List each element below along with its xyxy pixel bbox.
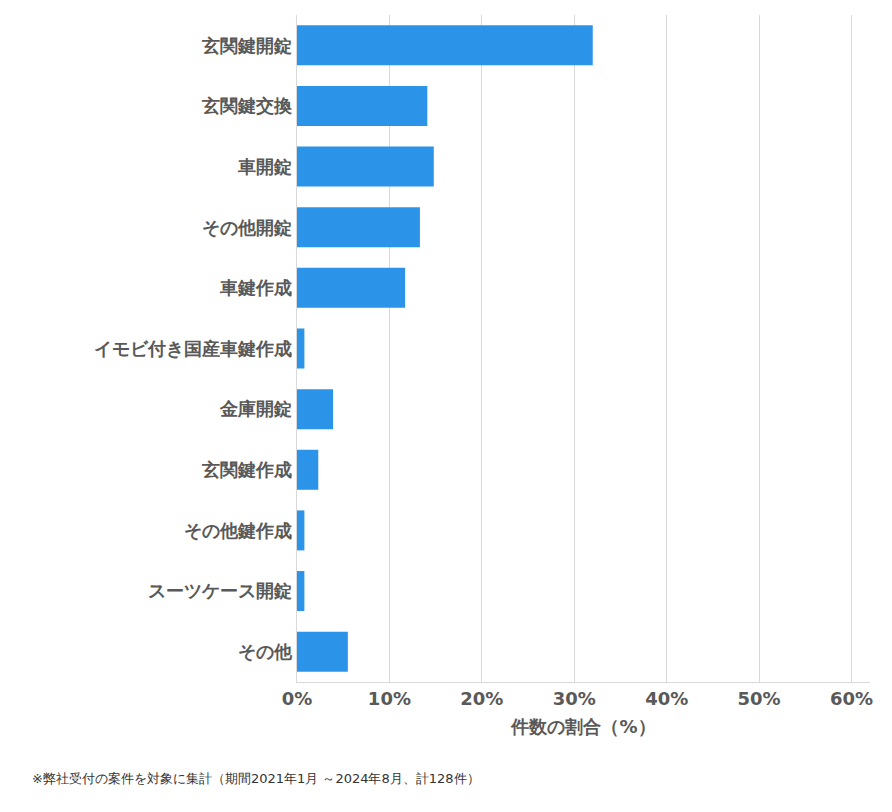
svg-text:10%: 10% [368, 688, 411, 709]
svg-text:件数の割合（%）: 件数の割合（%） [510, 716, 655, 737]
svg-text:車開錠: 車開錠 [237, 156, 292, 177]
svg-text:20%: 20% [460, 688, 503, 709]
svg-text:0%: 0% [282, 688, 313, 709]
svg-text:スーツケース開錠: スーツケース開錠 [148, 580, 292, 601]
svg-text:玄関鍵開錠: 玄関鍵開錠 [201, 35, 292, 56]
svg-text:車鍵作成: 車鍵作成 [219, 277, 292, 298]
svg-text:玄関鍵交換: 玄関鍵交換 [201, 95, 293, 116]
svg-text:40%: 40% [645, 688, 688, 709]
svg-text:金庫開錠: 金庫開錠 [219, 398, 292, 419]
svg-text:50%: 50% [738, 688, 781, 709]
svg-text:30%: 30% [553, 688, 596, 709]
svg-text:イモビ付き国産車鍵作成: イモビ付き国産車鍵作成 [94, 338, 292, 359]
svg-text:その他: その他 [238, 641, 293, 662]
svg-text:その他鍵作成: その他鍵作成 [184, 520, 292, 541]
svg-text:玄関鍵作成: 玄関鍵作成 [201, 459, 292, 480]
svg-text:※弊社受付の案件を対象に集計（期間2021年1月 ～2024: ※弊社受付の案件を対象に集計（期間2021年1月 ～2024年8月、計128件） [32, 771, 480, 786]
svg-text:その他開錠: その他開錠 [202, 217, 292, 238]
svg-text:60%: 60% [830, 688, 873, 709]
